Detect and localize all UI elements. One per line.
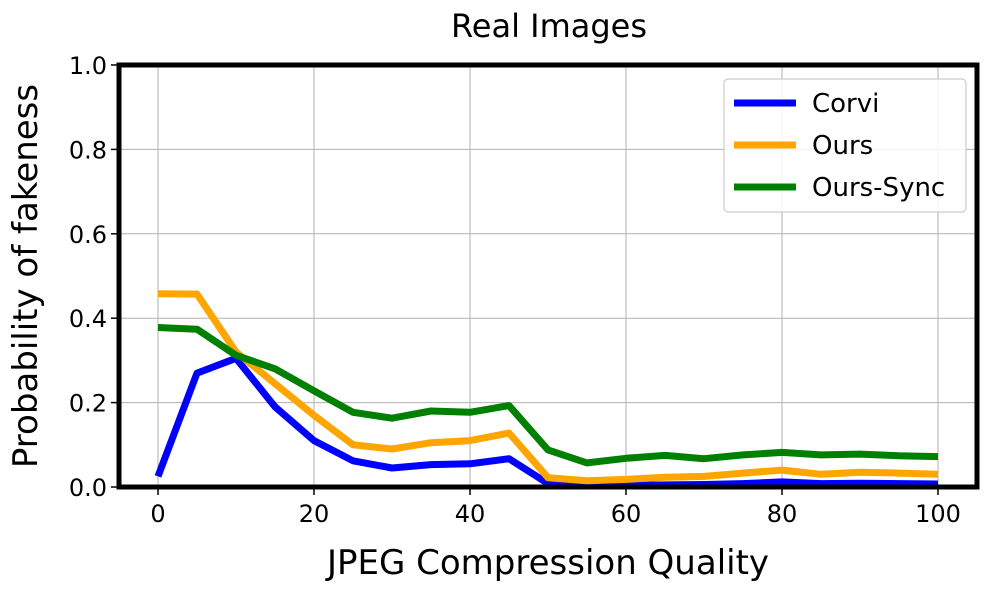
x-tick-label: 40 bbox=[455, 500, 486, 528]
y-tick-label: 0.8 bbox=[69, 136, 107, 164]
legend-box bbox=[723, 78, 967, 213]
legend-label-corvi: Corvi bbox=[812, 89, 879, 119]
x-tick-label: 60 bbox=[611, 500, 642, 528]
y-axis-ticks: 0.0 0.2 0.4 0.6 0.8 1.0 bbox=[69, 52, 119, 502]
x-tick-label: 20 bbox=[299, 500, 330, 528]
legend-label-ours: Ours bbox=[812, 131, 873, 161]
y-tick-label: 0.4 bbox=[69, 305, 107, 333]
x-axis-ticks: 0 20 40 60 80 100 bbox=[150, 487, 961, 528]
y-tick-label: 0.0 bbox=[69, 474, 107, 502]
series-line-ours bbox=[157, 290, 939, 485]
x-tick-label: 100 bbox=[915, 500, 961, 528]
y-tick-label: 0.2 bbox=[69, 390, 107, 418]
legend: Corvi Ours Ours-Sync bbox=[723, 78, 967, 213]
plot-frame bbox=[116, 62, 980, 490]
y-tick-label: 1.0 bbox=[69, 52, 107, 80]
x-axis-label: JPEG Compression Quality bbox=[325, 543, 769, 583]
x-tick-label: 0 bbox=[150, 500, 165, 528]
series-line-ours-sync bbox=[157, 324, 939, 467]
series-lines bbox=[154, 290, 939, 489]
legend-label-ours-sync: Ours-Sync bbox=[812, 173, 945, 203]
y-axis-label: Probability of fakeness bbox=[6, 84, 46, 468]
x-tick-label: 80 bbox=[767, 500, 798, 528]
y-tick-label: 0.6 bbox=[69, 221, 107, 249]
series-line-corvi bbox=[154, 354, 939, 489]
chart-title: Real Images bbox=[451, 7, 647, 45]
